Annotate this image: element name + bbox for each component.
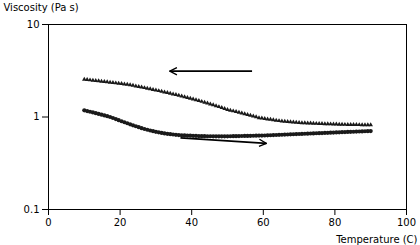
svg-text:0: 0 <box>45 217 51 228</box>
svg-text:10: 10 <box>27 19 40 30</box>
svg-text:Temperature (C): Temperature (C) <box>335 234 417 245</box>
svg-text:0.1: 0.1 <box>24 204 40 215</box>
svg-text:80: 80 <box>329 217 342 228</box>
svg-text:100: 100 <box>397 217 416 228</box>
svg-text:1: 1 <box>33 111 39 122</box>
svg-text:20: 20 <box>114 217 127 228</box>
svg-text:40: 40 <box>185 217 198 228</box>
svg-text:Viscosity (Pa s): Viscosity (Pa s) <box>4 2 79 13</box>
svg-text:60: 60 <box>257 217 270 228</box>
